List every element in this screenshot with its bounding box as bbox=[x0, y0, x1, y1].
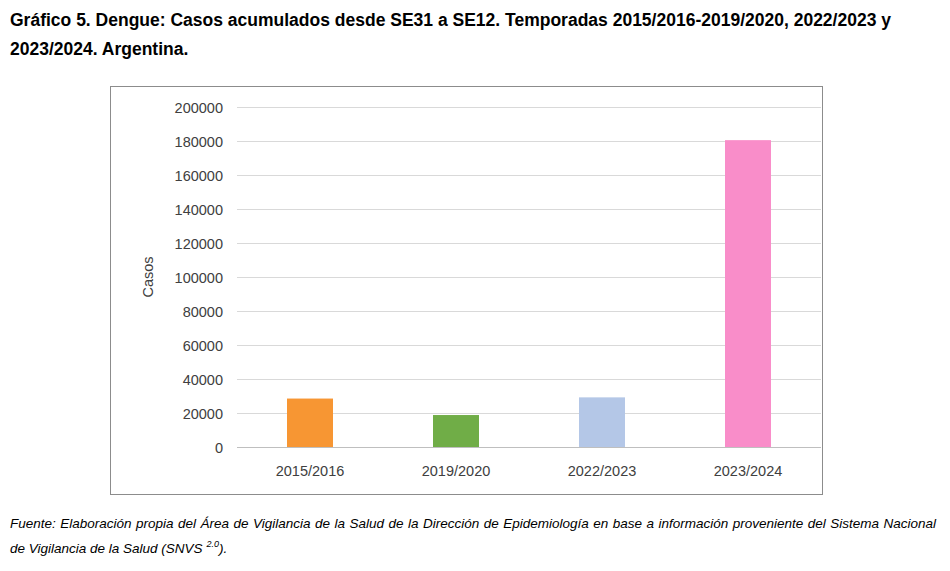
y-tick-label: 200000 bbox=[175, 100, 223, 116]
y-tick-label: 40000 bbox=[183, 372, 223, 388]
grid-line bbox=[237, 447, 821, 448]
x-tick-label: 2022/2023 bbox=[568, 463, 637, 479]
bar bbox=[433, 415, 479, 447]
x-tick-label: 2015/2016 bbox=[276, 463, 345, 479]
y-tick-label: 0 bbox=[215, 440, 223, 456]
x-tick-label: 2023/2024 bbox=[714, 463, 783, 479]
y-tick-label: 180000 bbox=[175, 134, 223, 150]
chart: 0 20000 40000 60000 80000 100000 120000 140000 1… bbox=[0, 0, 950, 571]
source-text: Fuente: Elaboración propia del Área de V… bbox=[10, 516, 936, 556]
y-tick-label: 140000 bbox=[175, 202, 223, 218]
y-tick-label: 160000 bbox=[175, 168, 223, 184]
bar bbox=[725, 140, 771, 447]
bars bbox=[287, 140, 771, 447]
y-tick-label: 20000 bbox=[183, 406, 223, 422]
y-tick-label: 120000 bbox=[175, 236, 223, 252]
x-tick-label: 2019/2020 bbox=[422, 463, 491, 479]
y-axis-label: Casos bbox=[140, 256, 156, 297]
source-end: ). bbox=[219, 541, 227, 556]
x-axis-line bbox=[237, 447, 821, 448]
chart-frame bbox=[111, 87, 823, 495]
y-tick-label: 100000 bbox=[175, 270, 223, 286]
source-superscript: 2.0 bbox=[206, 539, 219, 549]
y-tick-label: 60000 bbox=[183, 338, 223, 354]
title: Gráfico 5. Dengue: Casos acumulados desd… bbox=[10, 6, 940, 64]
grid-line bbox=[237, 107, 821, 108]
source: Fuente: Elaboración propia del Área de V… bbox=[10, 514, 936, 559]
y-tick-label: 80000 bbox=[183, 304, 223, 320]
bar bbox=[579, 397, 625, 447]
bar bbox=[287, 399, 333, 447]
